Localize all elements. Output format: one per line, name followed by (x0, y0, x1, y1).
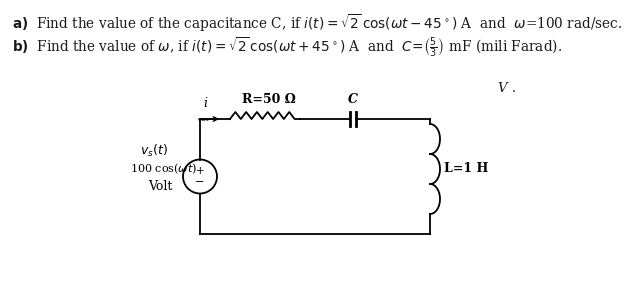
Text: V .: V . (498, 82, 516, 95)
Text: 100 cos($\omega t$): 100 cos($\omega t$) (130, 161, 197, 176)
Text: Volt: Volt (148, 180, 172, 193)
Text: $v_s(t)$: $v_s(t)$ (140, 143, 168, 159)
Text: R=50 Ω: R=50 Ω (242, 93, 296, 106)
Text: C: C (348, 93, 358, 106)
Text: i: i (203, 97, 207, 110)
Text: $\bf{b)}$  Find the value of $\omega$, if $i(t) = \sqrt{2}\,\cos(\omega t + 45^\: $\bf{b)}$ Find the value of $\omega$, if… (12, 36, 562, 60)
Text: +: + (196, 167, 204, 177)
Text: −: − (196, 177, 204, 186)
Text: L=1 H: L=1 H (444, 163, 488, 175)
Text: $\bf{a)}$  Find the value of the capacitance C, if $i(t) = \sqrt{2}\,\cos(\omega: $\bf{a)}$ Find the value of the capacita… (12, 12, 622, 34)
